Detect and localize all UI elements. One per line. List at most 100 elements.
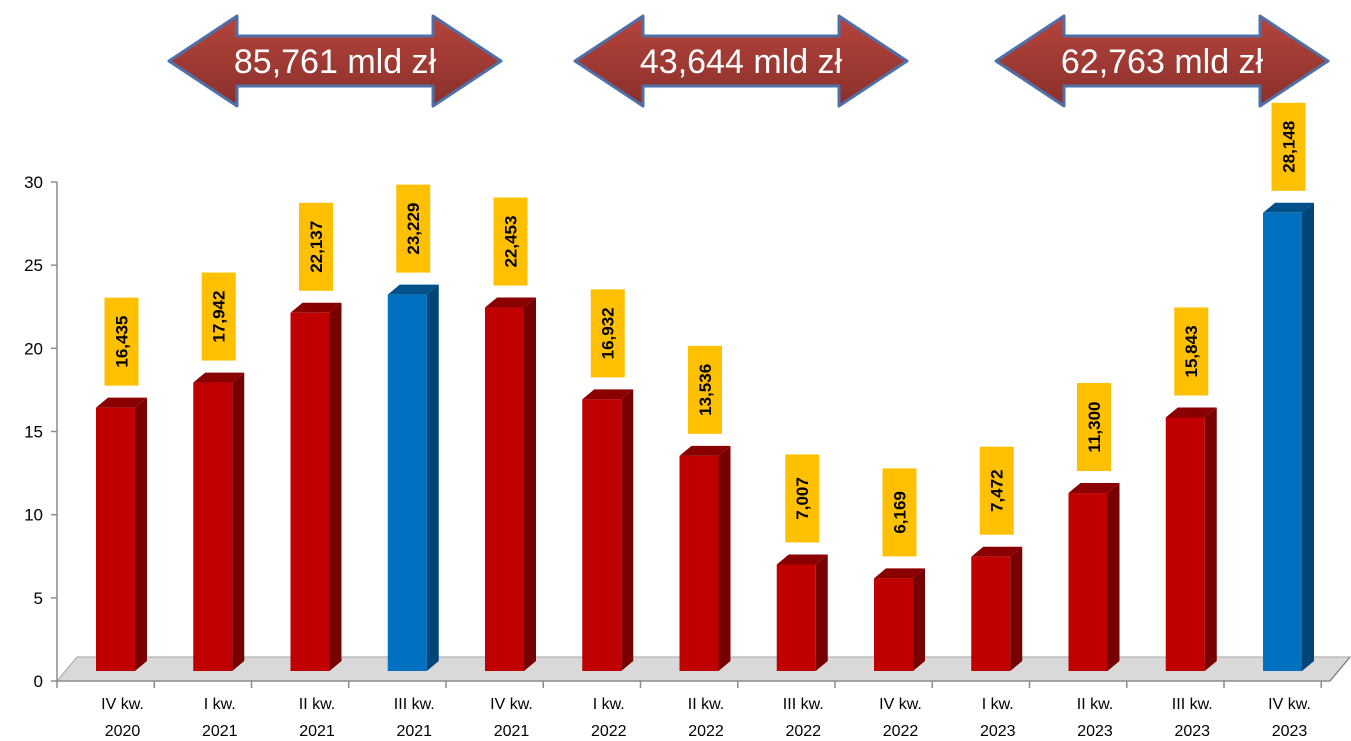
data-label: 16,932 (590, 289, 625, 378)
data-label: 28,148 (1271, 102, 1306, 191)
bar-side (232, 372, 245, 671)
bar-side (524, 297, 536, 671)
x-tick-label-quarter: IV kw. (1268, 696, 1311, 713)
data-label-box (882, 468, 917, 557)
data-label-box (1174, 307, 1209, 396)
total-arrows: 85,761 mld zł 43,644 mld zł 62,763 mld zł (167, 14, 1330, 108)
bar-top (485, 297, 536, 308)
bar-side (621, 389, 634, 671)
bar-front (1068, 493, 1108, 671)
bar (1165, 407, 1217, 671)
y-tick-label: 25 (24, 256, 43, 275)
bar (96, 397, 147, 671)
bar-top (193, 372, 245, 383)
bar-side (1204, 407, 1217, 671)
bar (290, 302, 342, 671)
bar-top (1068, 483, 1120, 494)
data-label-text: 22,137 (307, 221, 326, 273)
data-label-box (590, 289, 625, 378)
data-label-text: 13,536 (696, 364, 715, 416)
x-tick-label-quarter: I kw. (204, 696, 236, 713)
x-tick-label-quarter: III kw. (783, 696, 824, 713)
bar (582, 389, 634, 671)
y-tick-label: 30 (24, 173, 43, 192)
data-label: 16,435 (104, 297, 139, 386)
bar-front (387, 294, 427, 671)
y-tick-label: 15 (24, 423, 43, 442)
data-label-text: 16,932 (599, 307, 618, 359)
data-label-text: 23,229 (404, 203, 423, 255)
bar-side (1107, 483, 1120, 671)
x-tick-label-year: 2021 (396, 723, 432, 740)
x-tick-label-year: 2021 (299, 723, 335, 740)
bar-front (679, 455, 719, 671)
bar (193, 372, 245, 671)
bar-top (582, 389, 634, 400)
data-label-box (201, 272, 236, 361)
bar-side (815, 554, 828, 671)
arrow-label: 62,763 mld zł (1061, 43, 1264, 81)
bar (874, 568, 925, 671)
double-arrow-shape (573, 14, 909, 108)
data-label: 7,007 (785, 454, 820, 543)
bars (96, 202, 1314, 671)
x-tick-label-year: 2022 (591, 723, 627, 740)
data-label-box (299, 202, 333, 291)
x-tick-label-quarter: I kw. (593, 696, 625, 713)
data-label-text: 7,472 (988, 469, 1007, 512)
x-tick-label-year: 2022 (688, 723, 724, 740)
bar (1068, 483, 1120, 671)
bar-side (329, 302, 342, 671)
bar (971, 546, 1023, 671)
bar-top (1263, 202, 1314, 213)
x-tick-label-year: 2023 (980, 723, 1016, 740)
bar (776, 554, 828, 671)
x-tick-label-quarter: III kw. (394, 696, 435, 713)
bar-front (1263, 212, 1302, 671)
bar (679, 445, 731, 671)
y-tick-label: 10 (24, 506, 43, 525)
data-label: 11,300 (1077, 383, 1111, 472)
data-label-text: 7,007 (793, 477, 812, 520)
data-label: 15,843 (1174, 307, 1209, 396)
bar-top (290, 302, 342, 313)
double-arrow-shape (167, 14, 503, 108)
x-tick-label-year: 2021 (494, 723, 530, 740)
total-arrow-3: 62,763 mld zł (994, 14, 1330, 108)
data-label-box (493, 197, 528, 286)
x-tick-label-quarter: IV kw. (879, 696, 922, 713)
x-tick-label-year: 2022 (785, 723, 821, 740)
bar-front (776, 564, 816, 671)
bar-front (1165, 417, 1205, 671)
bar-front (96, 407, 135, 671)
y-tick-label: 20 (24, 339, 43, 358)
data-label-text: 17,942 (210, 291, 229, 343)
bar (485, 297, 536, 671)
y-tick-label: 0 (34, 672, 43, 691)
total-arrow-1: 85,761 mld zł (167, 14, 503, 108)
bar-top (387, 284, 439, 295)
x-tick-label-year: 2023 (1174, 723, 1210, 740)
x-tick-label-year: 2023 (1272, 723, 1308, 740)
bar-top (776, 554, 828, 565)
axes: 0 5 10 15 20 25 30 IV kw. 2020 I kw. 2021 II kw. 202… (24, 173, 1351, 740)
bar-front (485, 307, 524, 671)
data-label: 7,472 (979, 446, 1014, 535)
bar-side (1010, 546, 1023, 671)
x-tick-label-quarter: IV kw. (101, 696, 144, 713)
data-label-box (1077, 383, 1111, 472)
arrow-label: 43,644 mld zł (640, 43, 843, 81)
bar-top (679, 445, 731, 456)
bar (387, 284, 439, 671)
bar-side (135, 397, 147, 671)
data-labels: 16,435 17,942 22,137 23,229 22,453 16,932 13,5… (104, 102, 1306, 557)
bar-front (193, 382, 233, 671)
bar-top (971, 546, 1023, 557)
x-tick-label-year: 2020 (105, 723, 141, 740)
data-label: 6,169 (882, 468, 917, 557)
total-arrow-2: 43,644 mld zł (573, 14, 909, 108)
data-label-box (688, 345, 722, 434)
data-label-text: 11,300 (1085, 402, 1104, 453)
x-tick-label-year: 2023 (1077, 723, 1113, 740)
data-label: 17,942 (201, 272, 236, 361)
